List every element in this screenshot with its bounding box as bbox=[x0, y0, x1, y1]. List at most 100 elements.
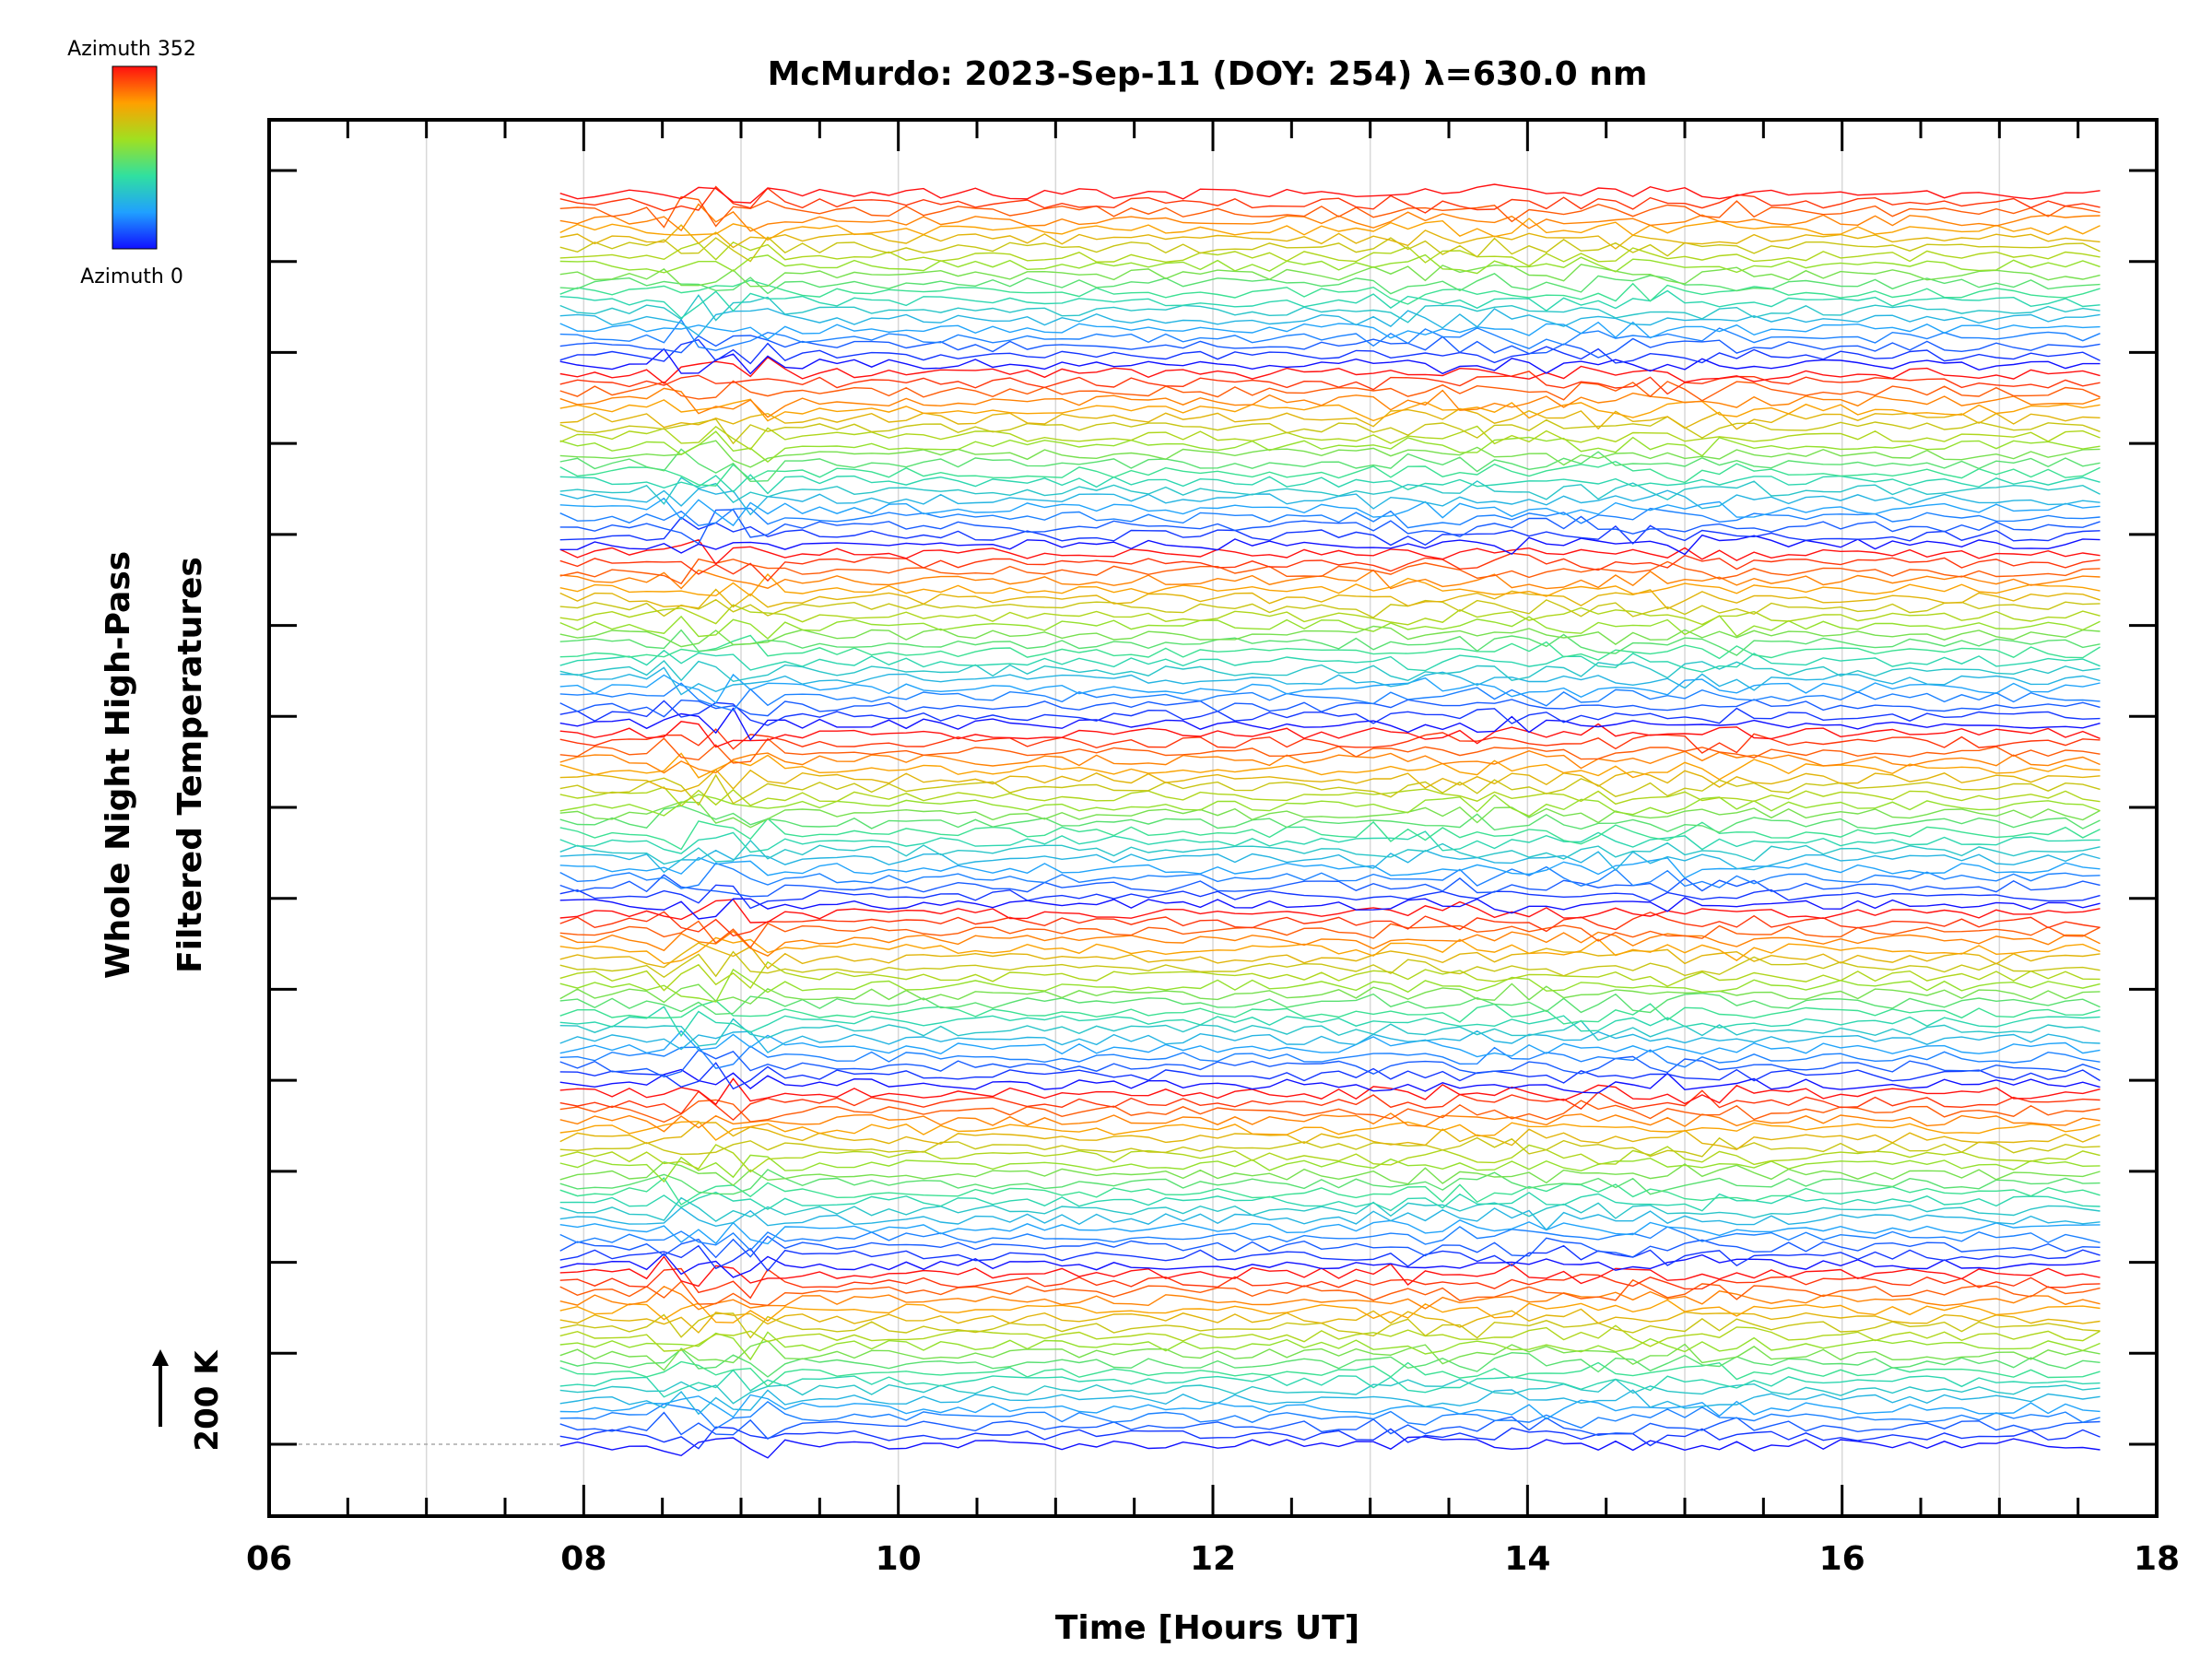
temperature-trace bbox=[559, 1253, 2100, 1278]
x-tick-label: 06 bbox=[246, 1540, 292, 1578]
temperature-trace bbox=[559, 673, 2100, 704]
temperature-trace bbox=[559, 203, 2100, 232]
temperature-trace bbox=[559, 1006, 2100, 1038]
temperature-trace bbox=[559, 1235, 2100, 1259]
temperature-trace bbox=[559, 1112, 2100, 1133]
temperature-trace bbox=[559, 1340, 2100, 1371]
temperature-trace bbox=[559, 371, 2100, 395]
temperature-trace bbox=[559, 749, 2100, 774]
temperature-trace bbox=[559, 1285, 2100, 1311]
temperature-trace bbox=[559, 1077, 2100, 1106]
temperature-trace bbox=[559, 960, 2100, 992]
temperature-trace bbox=[559, 308, 2100, 336]
temperature-trace bbox=[559, 1122, 2100, 1150]
temperature-trace bbox=[559, 321, 2100, 340]
temperature-trace bbox=[559, 1191, 2100, 1212]
x-tick-label: 18 bbox=[2134, 1540, 2180, 1578]
temperature-trace bbox=[559, 1394, 2100, 1420]
temperature-trace bbox=[559, 195, 2100, 229]
temperature-trace bbox=[559, 318, 2100, 351]
temperature-trace bbox=[559, 1267, 2100, 1300]
temperature-trace bbox=[559, 707, 2100, 741]
temperature-trace bbox=[559, 558, 2100, 585]
x-tick-label: 16 bbox=[1819, 1540, 1865, 1578]
temperature-trace bbox=[559, 1255, 2100, 1288]
temperature-trace bbox=[559, 839, 2100, 865]
temperature-trace bbox=[559, 407, 2100, 430]
temperature-trace bbox=[559, 920, 2100, 949]
temperature-trace bbox=[559, 218, 2100, 241]
temperature-trace bbox=[559, 1206, 2100, 1231]
temperature-trace bbox=[559, 236, 2100, 263]
temperature-trace bbox=[559, 752, 2100, 781]
temperature-trace bbox=[559, 1226, 2100, 1252]
temperature-trace bbox=[559, 1121, 2100, 1141]
temperature-trace bbox=[559, 856, 2100, 879]
temperature-trace bbox=[559, 615, 2100, 640]
temperature-trace bbox=[559, 509, 2100, 545]
temperature-trace bbox=[559, 737, 2100, 764]
colorbar-bottom-label: Azimuth 0 bbox=[80, 265, 183, 288]
temperature-trace bbox=[559, 794, 2100, 818]
temperature-trace bbox=[559, 1360, 2100, 1388]
temperature-trace bbox=[559, 1136, 2100, 1158]
temperature-trace bbox=[559, 911, 2100, 937]
temperature-trace bbox=[559, 897, 2100, 920]
temperature-trace bbox=[559, 805, 2100, 833]
y-axis-label-line-2: Filtered Temperatures bbox=[171, 557, 209, 973]
temperature-trace bbox=[559, 968, 2100, 1003]
temperature-trace bbox=[559, 625, 2100, 648]
temperature-trace bbox=[559, 982, 2100, 1005]
temperature-trace bbox=[559, 448, 2100, 483]
temperature-trace bbox=[559, 440, 2100, 468]
temperature-trace bbox=[559, 253, 2100, 275]
temperature-trace bbox=[559, 660, 2100, 683]
temperature-trace bbox=[559, 1401, 2100, 1430]
temperature-trace bbox=[559, 604, 2100, 626]
temperature-trace bbox=[559, 942, 2100, 970]
axes: 06 08 10 12 14 16 18 bbox=[246, 118, 2180, 1578]
temperature-trace bbox=[559, 1196, 2100, 1222]
scale-bar-label: 200 K bbox=[189, 1349, 226, 1452]
temperature-trace bbox=[559, 538, 2100, 566]
x-tick-label: 12 bbox=[1190, 1540, 1236, 1578]
temperature-trace bbox=[559, 569, 2100, 590]
temperature-trace bbox=[559, 1324, 2100, 1352]
temperature-trace bbox=[559, 1068, 2100, 1094]
temperature-trace bbox=[559, 899, 2100, 924]
temperature-trace bbox=[559, 507, 2100, 529]
temperature-trace bbox=[559, 1299, 2100, 1324]
temperature-trace bbox=[559, 1045, 2100, 1069]
temperature-trace bbox=[559, 387, 2100, 418]
colorbar-gradient bbox=[112, 65, 158, 250]
temperature-trace bbox=[559, 1030, 2100, 1053]
temperature-trace bbox=[559, 728, 2100, 754]
temperature-trace bbox=[559, 1331, 2100, 1361]
temperature-trace bbox=[559, 1312, 2100, 1339]
chart-title: McMurdo: 2023-Sep-11 (DOY: 254) λ=630.0 … bbox=[768, 55, 1648, 93]
temperature-trace bbox=[559, 1049, 2100, 1078]
x-tick-label: 10 bbox=[876, 1540, 922, 1578]
temperature-trace bbox=[559, 416, 2100, 445]
temperature-trace bbox=[559, 1369, 2100, 1398]
temperature-trace bbox=[559, 721, 2100, 748]
temperature-trace bbox=[559, 598, 2100, 618]
temperature-trace bbox=[559, 430, 2100, 463]
temperature-trace bbox=[559, 1160, 2100, 1186]
temperature-trace bbox=[559, 1411, 2100, 1440]
temperature-trace bbox=[559, 1426, 2100, 1450]
temperature-trace bbox=[559, 380, 2100, 402]
temperature-trace bbox=[559, 936, 2100, 965]
temperature-trace bbox=[559, 1177, 2100, 1206]
temperature-trace bbox=[559, 999, 2100, 1025]
temperature-trace bbox=[559, 272, 2100, 295]
temperature-trace bbox=[559, 1389, 2100, 1416]
temperature-trace bbox=[559, 801, 2100, 829]
temperature-trace bbox=[559, 552, 2100, 582]
temperature-trace bbox=[559, 289, 2100, 320]
temperature-trace bbox=[559, 425, 2100, 451]
temperature-trace bbox=[559, 1244, 2100, 1272]
x-tick-label: 08 bbox=[560, 1540, 606, 1578]
temperature-trace bbox=[559, 185, 2100, 214]
